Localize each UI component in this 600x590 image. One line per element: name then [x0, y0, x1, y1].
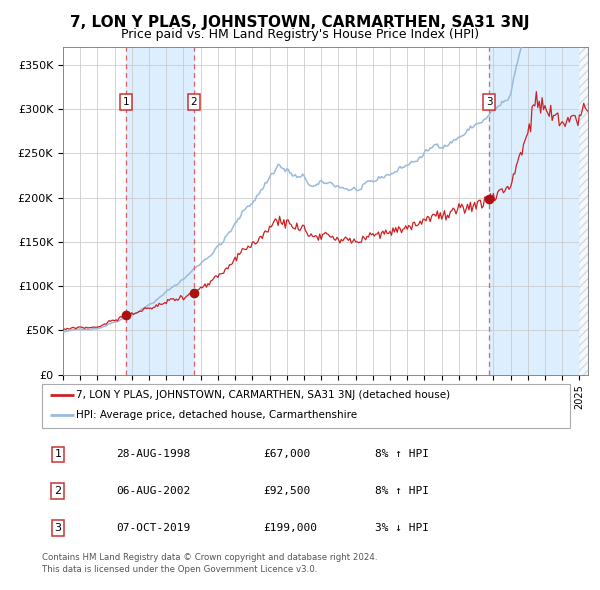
Text: Contains HM Land Registry data © Crown copyright and database right 2024.: Contains HM Land Registry data © Crown c… [42, 553, 377, 562]
Text: 8% ↑ HPI: 8% ↑ HPI [374, 450, 428, 460]
Text: £199,000: £199,000 [264, 523, 318, 533]
Text: 7, LON Y PLAS, JOHNSTOWN, CARMARTHEN, SA31 3NJ (detached house): 7, LON Y PLAS, JOHNSTOWN, CARMARTHEN, SA… [76, 389, 451, 399]
Text: 3% ↓ HPI: 3% ↓ HPI [374, 523, 428, 533]
Text: 3: 3 [55, 523, 61, 533]
Text: 06-AUG-2002: 06-AUG-2002 [116, 486, 190, 496]
Text: £67,000: £67,000 [264, 450, 311, 460]
Text: 1: 1 [55, 450, 61, 460]
Text: 8% ↑ HPI: 8% ↑ HPI [374, 486, 428, 496]
Bar [126, 47, 194, 375]
Text: 07-OCT-2019: 07-OCT-2019 [116, 523, 190, 533]
Bar [490, 47, 588, 375]
Text: This data is licensed under the Open Government Licence v3.0.: This data is licensed under the Open Gov… [42, 565, 317, 574]
Text: 1: 1 [122, 97, 129, 107]
Text: 28-AUG-1998: 28-AUG-1998 [116, 450, 190, 460]
Text: 2: 2 [191, 97, 197, 107]
Text: 7, LON Y PLAS, JOHNSTOWN, CARMARTHEN, SA31 3NJ: 7, LON Y PLAS, JOHNSTOWN, CARMARTHEN, SA… [70, 15, 530, 30]
Text: 3: 3 [486, 97, 493, 107]
Text: HPI: Average price, detached house, Carmarthenshire: HPI: Average price, detached house, Carm… [76, 411, 358, 420]
Text: £92,500: £92,500 [264, 486, 311, 496]
Text: Price paid vs. HM Land Registry's House Price Index (HPI): Price paid vs. HM Land Registry's House … [121, 28, 479, 41]
Text: 2: 2 [54, 486, 61, 496]
FancyBboxPatch shape [42, 384, 570, 428]
